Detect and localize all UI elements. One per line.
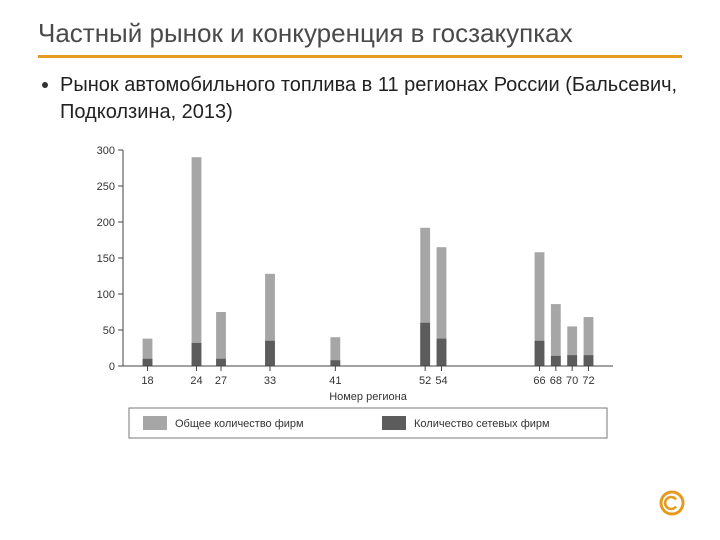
y-tick-label: 100	[97, 289, 115, 301]
bar-total	[192, 157, 202, 366]
bullet-item: Рынок автомобильного топлива в 11 регион…	[42, 72, 682, 126]
x-tick-label: 52	[419, 375, 431, 387]
x-tick-label: 66	[533, 375, 545, 387]
bar-network	[420, 323, 430, 366]
x-tick-label: 24	[190, 375, 202, 387]
x-tick-label: 27	[215, 375, 227, 387]
y-tick-label: 50	[103, 325, 115, 337]
bullet-text: Рынок автомобильного топлива в 11 регион…	[60, 72, 682, 126]
logo-icon	[658, 489, 686, 522]
bar-network	[143, 359, 153, 366]
x-tick-label: 41	[329, 375, 341, 387]
y-tick-label: 250	[97, 181, 115, 193]
bar-network	[265, 341, 275, 366]
title-underline	[38, 55, 682, 58]
x-tick-label: 68	[550, 375, 562, 387]
bar-network	[584, 355, 594, 366]
x-tick-label: 54	[435, 375, 447, 387]
x-tick-label: 18	[141, 375, 153, 387]
chart-container: 0 50 100 150 200 250 300 18 24 27 33 41 52 54 66 68 70 72…	[68, 140, 628, 480]
legend-swatch-total	[143, 416, 167, 430]
bar-network	[437, 339, 447, 366]
x-tick-label: 70	[566, 375, 578, 387]
bar-network	[551, 356, 561, 366]
y-tick-label: 200	[97, 217, 115, 229]
bar-network	[567, 355, 577, 366]
y-tick-label: 150	[97, 253, 115, 265]
legend-label-total: Общее количество фирм	[175, 418, 304, 430]
x-tick-label: 72	[582, 375, 594, 387]
x-axis-label: Номер региона	[329, 391, 408, 403]
bar-chart: 0 50 100 150 200 250 300 18 24 27 33 41 52 54 66 68 70 72…	[68, 140, 628, 480]
y-tick-label: 300	[97, 145, 115, 157]
bar-network	[192, 343, 202, 366]
bar-total	[216, 312, 226, 366]
bar-network	[216, 359, 226, 366]
bar-network	[535, 341, 545, 366]
page-title: Частный рынок и конкуренция в госзакупка…	[38, 18, 682, 49]
legend-swatch-network	[382, 416, 406, 430]
y-tick-label: 0	[109, 361, 115, 373]
legend-label-network: Количество сетевых фирм	[414, 418, 550, 430]
bar-network	[330, 360, 340, 366]
x-tick-label: 33	[264, 375, 276, 387]
bullet-dot	[42, 82, 48, 88]
